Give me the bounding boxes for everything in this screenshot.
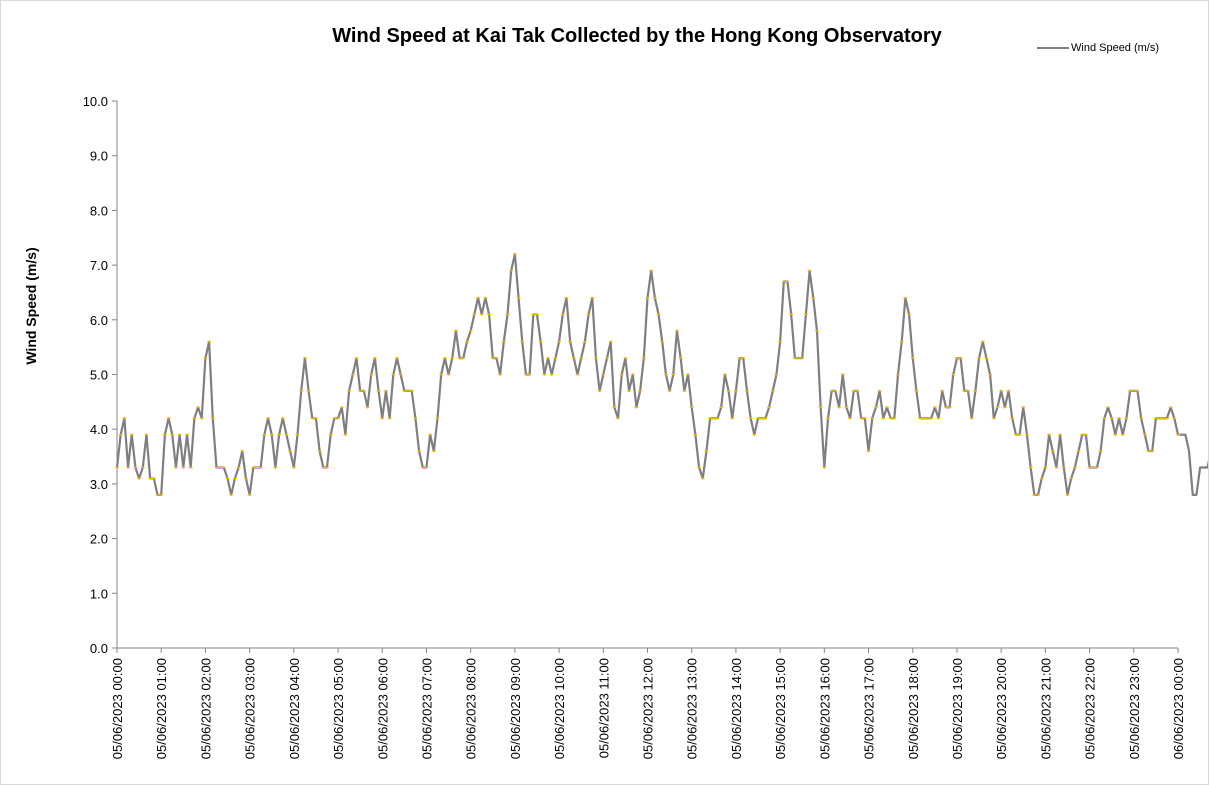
x-tick-label: 05/06/2023 12:00 xyxy=(641,658,656,759)
x-tick-label: 05/06/2023 14:00 xyxy=(729,658,744,759)
y-tick-label: 4.0 xyxy=(90,422,108,437)
x-tick-label: 05/06/2023 06:00 xyxy=(375,658,390,759)
x-tick-label: 05/06/2023 09:00 xyxy=(508,658,523,759)
x-tick-label: 05/06/2023 05:00 xyxy=(331,658,346,759)
x-tick-label: 05/06/2023 16:00 xyxy=(817,658,832,759)
y-tick-label: 9.0 xyxy=(90,149,108,164)
x-tick-label: 05/06/2023 11:00 xyxy=(596,658,611,758)
x-tick-label: 05/06/2023 15:00 xyxy=(773,658,788,759)
legend-swatch xyxy=(1037,47,1069,49)
series-line xyxy=(115,253,1208,496)
x-tick-label: 05/06/2023 20:00 xyxy=(994,658,1009,759)
x-tick-label: 05/06/2023 02:00 xyxy=(198,658,213,759)
x-tick-label: 05/06/2023 17:00 xyxy=(862,658,877,759)
y-tick-label: 0.0 xyxy=(90,641,108,656)
x-tick-label: 05/06/2023 21:00 xyxy=(1038,658,1053,759)
x-tick-label: 06/06/2023 00:00 xyxy=(1171,658,1186,759)
legend-label: Wind Speed (m/s) xyxy=(1071,42,1160,54)
x-tick-label: 05/06/2023 13:00 xyxy=(685,658,700,759)
chart-title: Wind Speed at Kai Tak Collected by the H… xyxy=(332,25,942,47)
y-tick-label: 6.0 xyxy=(90,313,108,328)
y-tick-label: 3.0 xyxy=(90,477,108,492)
y-tick-label: 2.0 xyxy=(90,532,108,547)
x-tick-label: 05/06/2023 22:00 xyxy=(1083,658,1098,759)
x-tick-label: 05/06/2023 07:00 xyxy=(419,658,434,759)
x-tick-label: 05/06/2023 03:00 xyxy=(243,658,258,759)
x-tick-label: 05/06/2023 23:00 xyxy=(1127,658,1142,759)
x-tick-label: 05/06/2023 19:00 xyxy=(950,658,965,759)
x-tick-label: 05/06/2023 01:00 xyxy=(154,658,169,759)
y-tick-label: 7.0 xyxy=(90,258,108,273)
y-tick-label: 1.0 xyxy=(90,586,108,601)
x-tick-label: 05/06/2023 10:00 xyxy=(552,658,567,759)
x-tick-label: 05/06/2023 08:00 xyxy=(464,658,479,759)
y-tick-label: 8.0 xyxy=(90,203,108,218)
y-tick-label: 5.0 xyxy=(90,368,108,383)
x-tick-label: 05/06/2023 18:00 xyxy=(906,658,921,759)
y-tick-label: 10.0 xyxy=(83,94,108,109)
x-tick-label: 05/06/2023 04:00 xyxy=(287,658,302,759)
x-tick-label: 05/06/2023 00:00 xyxy=(110,658,125,759)
